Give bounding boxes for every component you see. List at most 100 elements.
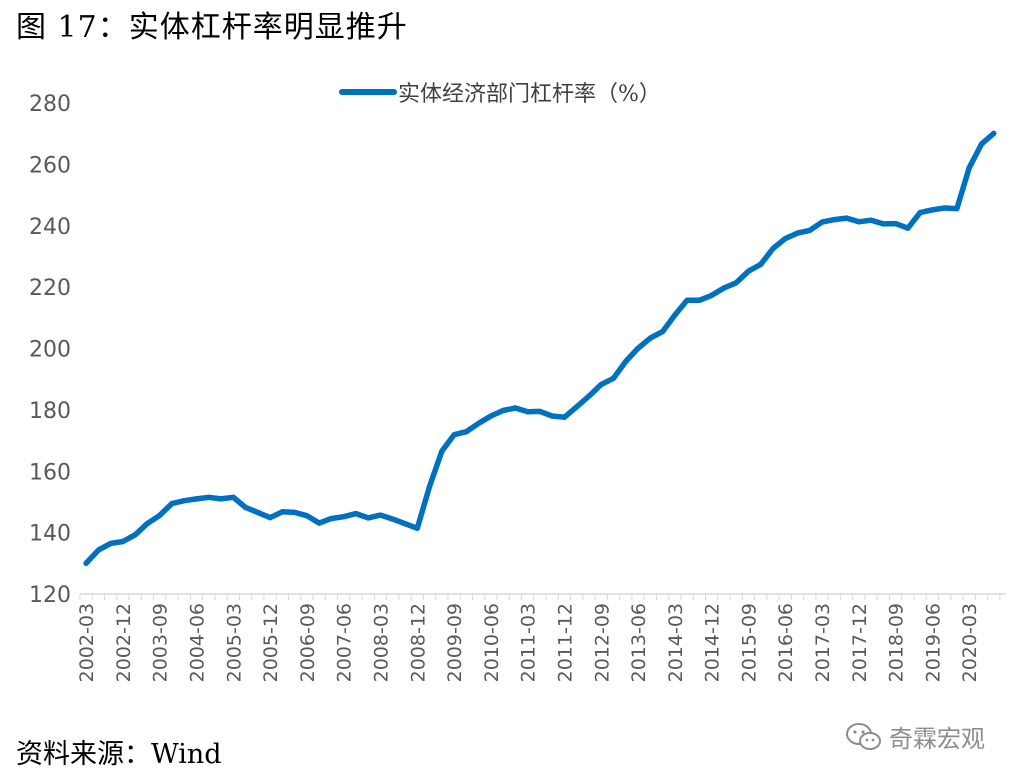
figure-title: 图 17：实体杠杆率明显推升: [16, 10, 408, 45]
x-tick-label: 2008-12: [407, 603, 429, 682]
x-tick-label: 2011-03: [518, 603, 540, 682]
y-tick-label: 280: [29, 92, 71, 117]
data-point: [341, 514, 347, 520]
x-tick-label: 2002-03: [76, 603, 98, 682]
data-point: [635, 345, 641, 351]
data-point: [696, 297, 702, 303]
data-point: [782, 236, 788, 242]
data-point: [267, 514, 273, 521]
data-point: [843, 215, 850, 221]
data-point: [95, 547, 101, 553]
data-point: [279, 509, 285, 515]
data-point: [537, 408, 543, 415]
data-point: [476, 420, 482, 426]
data-point: [647, 335, 653, 341]
y-axis: 120 140 160 180 200 220 240 260 280: [29, 92, 71, 608]
data-point: [132, 532, 138, 538]
x-tick-label: 2008-03: [370, 603, 392, 682]
x-axis: 2002-03 2002-12 2003-09 2004-06 2005-03 2005-…: [76, 593, 1006, 682]
data-point: [942, 205, 948, 211]
data-point: [316, 520, 322, 526]
data-point: [292, 509, 298, 515]
data-point: [893, 221, 899, 227]
data-point: [672, 312, 678, 318]
chart-legend: 实体经济部门杠杆率（%）: [339, 82, 661, 107]
data-point: [880, 221, 886, 227]
data-point: [328, 515, 335, 522]
x-tick-label: 2011-12: [554, 603, 576, 682]
chat-bubbles-icon: [846, 722, 881, 750]
x-tick-label: 2009-09: [444, 603, 466, 682]
data-point: [426, 483, 433, 490]
x-tick-label: 2020-03: [959, 603, 981, 682]
data-point: [745, 268, 752, 274]
x-tick-label: 2010-06: [481, 603, 503, 682]
data-point: [549, 413, 555, 419]
data-point: [991, 130, 997, 136]
data-point: [684, 297, 690, 303]
data-point: [304, 513, 310, 519]
data-point: [169, 500, 175, 507]
data-point: [206, 494, 212, 500]
data-point: [439, 448, 445, 454]
y-tick-label: 260: [29, 153, 71, 178]
legend-label: 实体经济部门杠杆率（%）: [398, 82, 661, 107]
x-tick-label: 2002-12: [113, 603, 135, 682]
data-point: [525, 409, 531, 415]
y-tick-label: 140: [29, 522, 71, 547]
data-point: [794, 230, 801, 236]
data-point: [954, 205, 960, 212]
data-point: [733, 280, 739, 286]
data-point: [488, 413, 494, 419]
data-point: [353, 510, 359, 517]
data-point: [193, 496, 200, 502]
source-note: 资料来源：Wind: [16, 739, 222, 770]
data-point: [868, 217, 874, 223]
x-tick-label: 2019-06: [922, 603, 944, 682]
data-point: [659, 329, 666, 335]
data-point: [144, 520, 151, 527]
data-point: [929, 207, 936, 213]
data-point: [500, 407, 506, 414]
data-point: [242, 504, 249, 511]
y-tick-label: 160: [29, 460, 71, 485]
data-point: [856, 219, 862, 225]
data-point: [108, 540, 114, 546]
data-point: [255, 509, 261, 515]
data-point: [218, 496, 224, 502]
data-point: [451, 432, 457, 438]
data-point: [623, 358, 629, 364]
watermark: 奇霖宏观: [845, 719, 985, 754]
x-tick-label: 2017-03: [812, 603, 834, 682]
data-point: [463, 429, 469, 435]
x-tick-label: 2016-06: [775, 603, 797, 682]
x-tick-label: 2017-12: [849, 603, 871, 682]
data-point: [610, 375, 617, 381]
y-tick-label: 240: [29, 215, 71, 240]
data-point: [709, 292, 715, 299]
data-point: [157, 512, 163, 519]
data-point: [377, 512, 384, 518]
x-tick-label: 2014-12: [702, 603, 724, 682]
data-point: [181, 498, 187, 504]
x-tick-label: 2005-12: [260, 603, 282, 682]
plot-area: [83, 130, 997, 567]
x-tick-label: 2004-06: [187, 603, 209, 682]
data-point: [819, 219, 825, 225]
data-point: [598, 381, 604, 388]
data-point: [402, 521, 408, 527]
data-point: [831, 217, 837, 223]
x-tick-label: 2005-03: [223, 603, 245, 682]
data-point: [512, 405, 519, 411]
data-point: [978, 141, 985, 147]
x-tick-label: 2013-06: [628, 603, 650, 682]
y-tick-label: 220: [29, 276, 71, 301]
data-point: [721, 285, 727, 291]
x-tick-label: 2006-09: [297, 603, 319, 682]
x-tick-label: 2007-06: [334, 603, 356, 682]
data-point: [390, 516, 396, 522]
data-point: [917, 209, 923, 216]
y-tick-label: 200: [29, 338, 71, 363]
data-point: [758, 261, 764, 268]
